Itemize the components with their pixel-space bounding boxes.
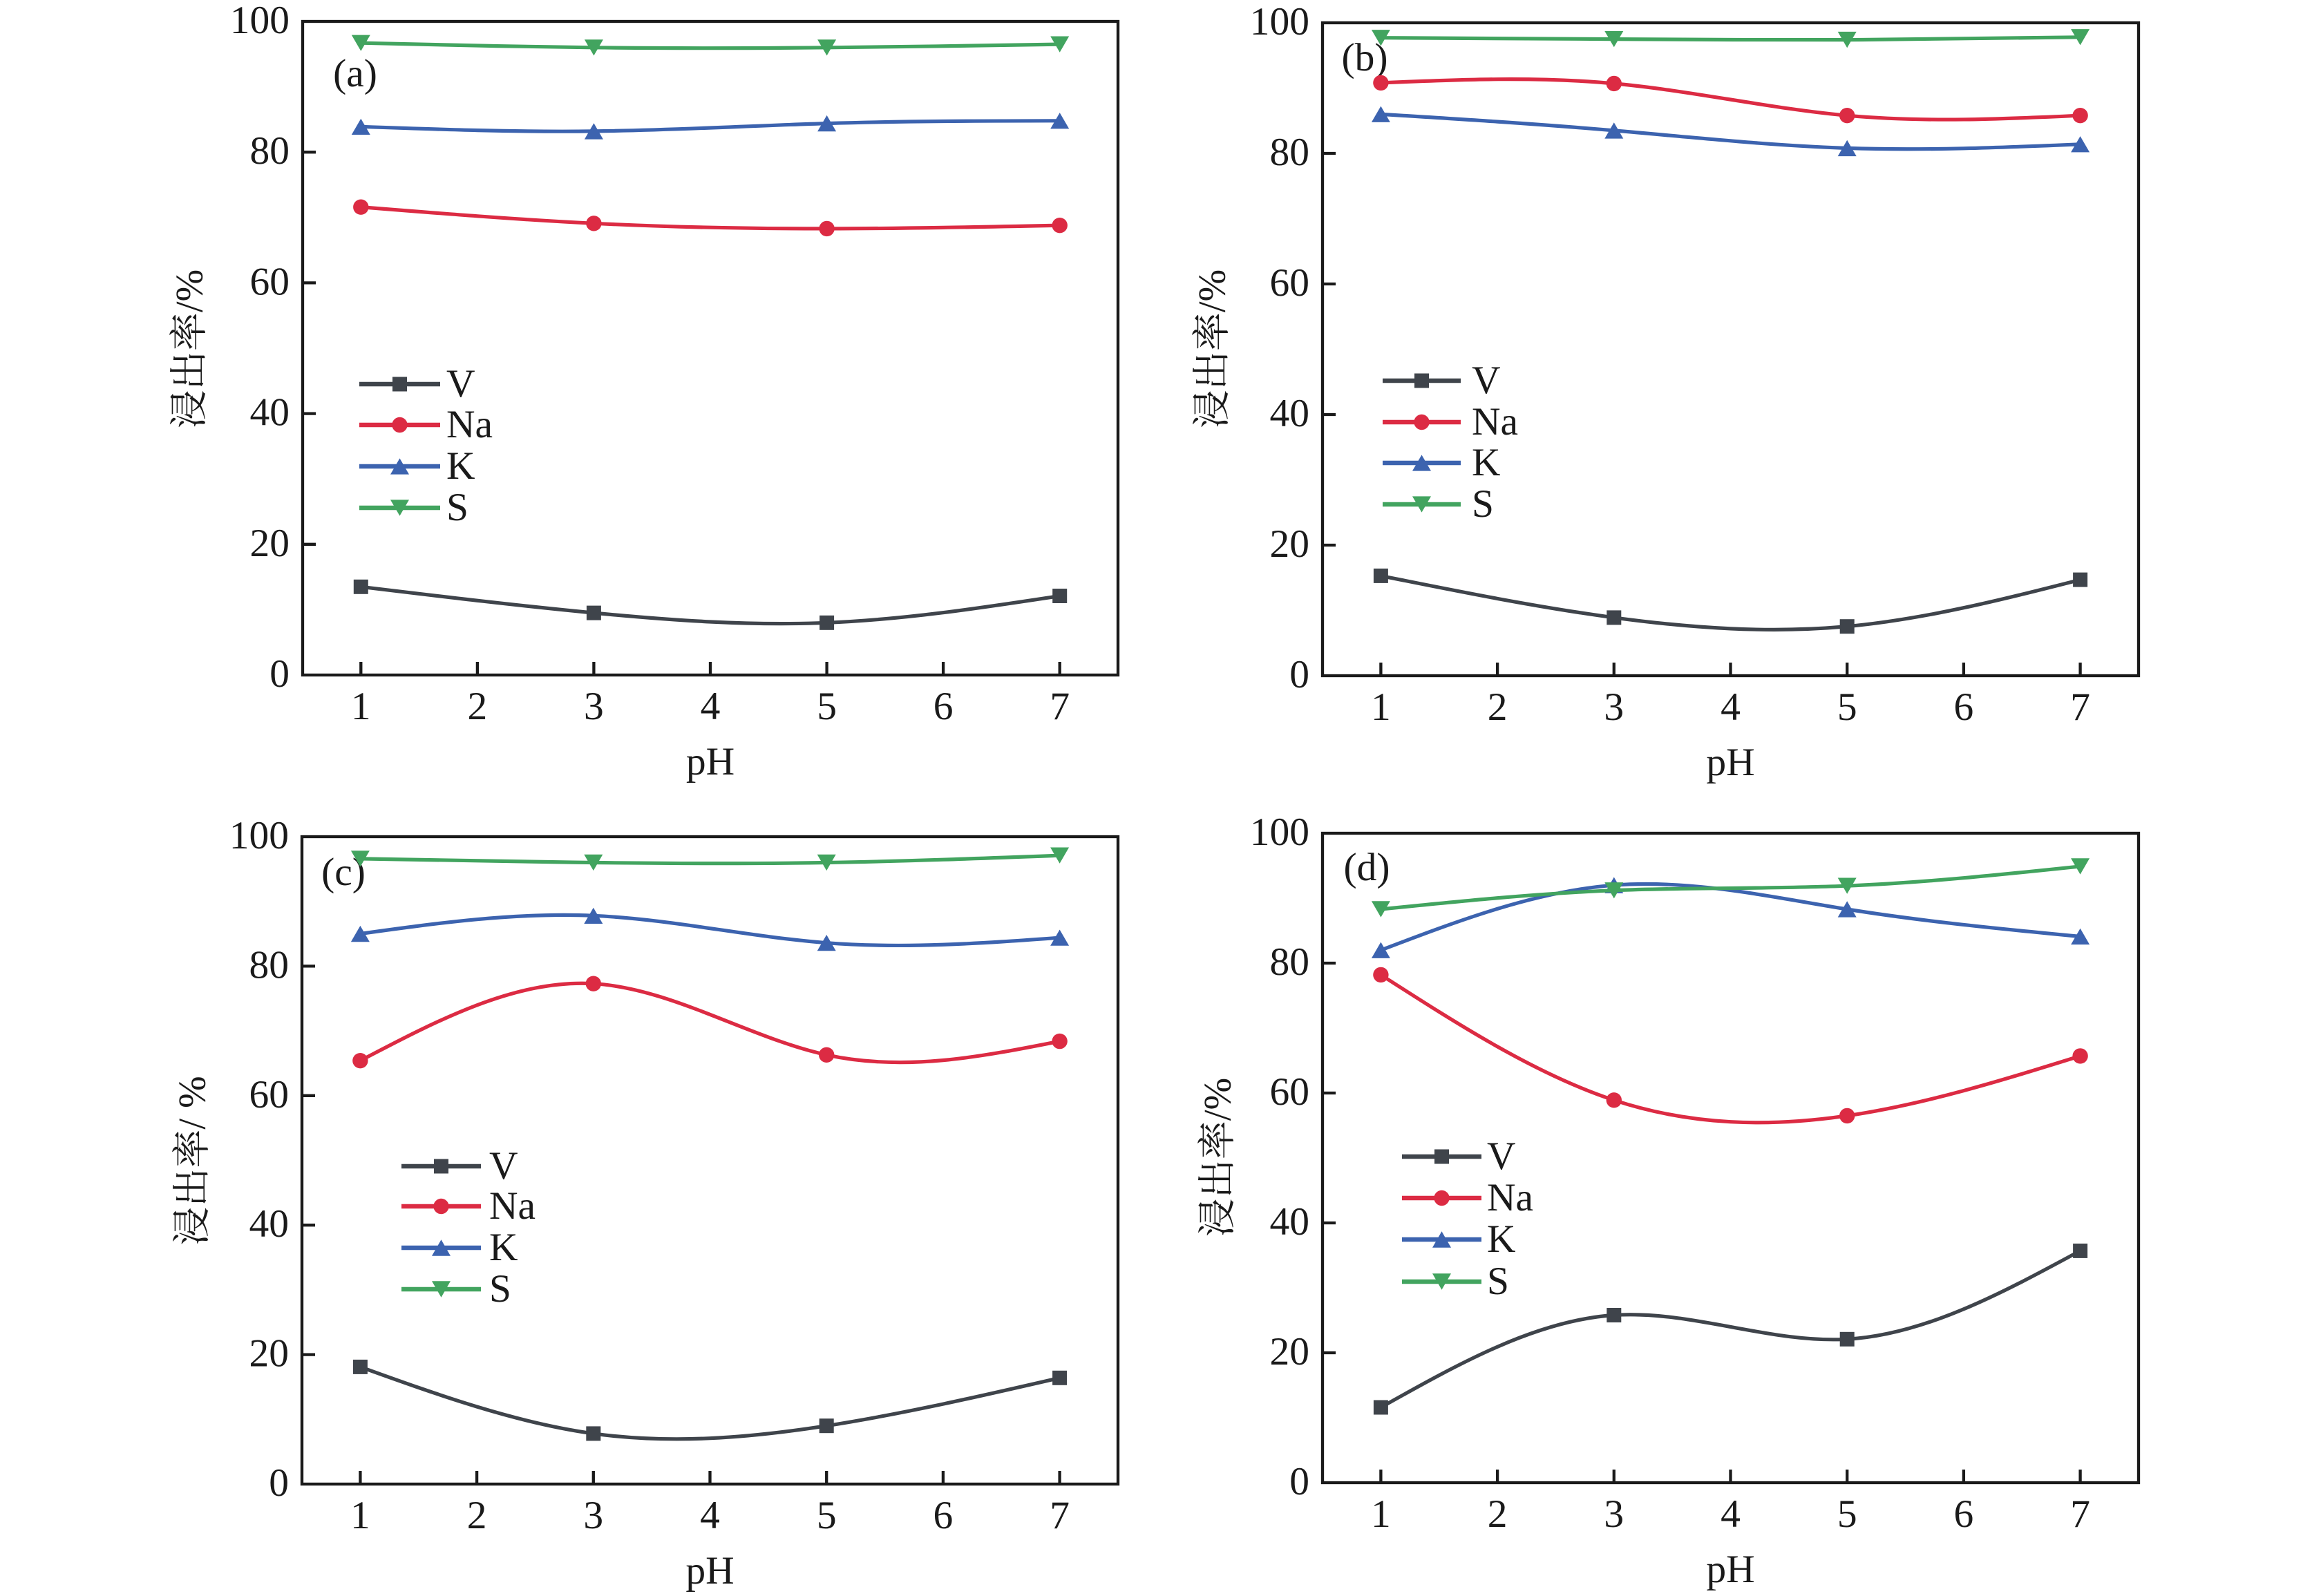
svg-text:80: 80 [1270, 131, 1310, 174]
svg-text:V: V [1487, 1134, 1516, 1178]
svg-text:80: 80 [250, 129, 290, 173]
svg-text:V: V [489, 1144, 518, 1188]
svg-text:80: 80 [1270, 940, 1310, 984]
svg-text:80: 80 [249, 943, 290, 987]
svg-text:S: S [1487, 1260, 1509, 1303]
svg-text:3: 3 [583, 1494, 603, 1537]
svg-text:40: 40 [249, 1202, 290, 1246]
svg-text:40: 40 [250, 391, 290, 435]
svg-text:0: 0 [1289, 653, 1309, 696]
svg-text:2: 2 [467, 1494, 487, 1537]
svg-text:7: 7 [2070, 1492, 2090, 1536]
svg-text:1: 1 [350, 1494, 370, 1537]
svg-text:pH: pH [1706, 741, 1754, 784]
svg-text:K: K [446, 444, 475, 488]
svg-text:0: 0 [1289, 1460, 1309, 1503]
svg-text:4: 4 [701, 685, 721, 728]
svg-text:60: 60 [1270, 1070, 1310, 1114]
svg-text:0: 0 [269, 1461, 289, 1505]
svg-text:K: K [1472, 441, 1501, 484]
svg-text:(d): (d) [1343, 846, 1390, 889]
svg-text:6: 6 [934, 685, 954, 728]
svg-text:6: 6 [934, 1494, 954, 1537]
svg-text:S: S [489, 1267, 511, 1311]
svg-text:4: 4 [1721, 685, 1741, 729]
svg-text:S: S [446, 486, 468, 529]
svg-text:3: 3 [584, 685, 604, 728]
svg-text:60: 60 [1270, 261, 1310, 305]
svg-text:K: K [1487, 1217, 1516, 1261]
svg-text:S: S [1472, 482, 1494, 526]
svg-text:5: 5 [1837, 1492, 1857, 1536]
svg-text:100: 100 [230, 0, 290, 42]
svg-text:(a): (a) [333, 52, 377, 95]
svg-text:Na: Na [489, 1184, 536, 1228]
svg-text:1: 1 [351, 685, 371, 728]
svg-text:7: 7 [1050, 1494, 1070, 1537]
svg-text:V: V [1472, 359, 1501, 402]
svg-text:40: 40 [1270, 392, 1310, 435]
svg-text:3: 3 [1604, 685, 1624, 729]
svg-text:pH: pH [686, 740, 735, 783]
svg-text:4: 4 [1721, 1492, 1741, 1536]
svg-text:6: 6 [1954, 1492, 1974, 1536]
svg-text:60: 60 [250, 260, 290, 303]
svg-text:4: 4 [700, 1494, 720, 1537]
svg-text:Na: Na [1472, 400, 1518, 444]
svg-text:Na: Na [1487, 1176, 1533, 1219]
svg-text:20: 20 [1270, 522, 1310, 566]
svg-text:60: 60 [249, 1073, 290, 1117]
svg-text:20: 20 [249, 1332, 290, 1376]
svg-text:20: 20 [1270, 1330, 1310, 1374]
svg-text:100: 100 [1250, 810, 1309, 854]
svg-text:5: 5 [817, 685, 837, 728]
svg-text:pH: pH [685, 1549, 734, 1593]
svg-text:1: 1 [1371, 1492, 1391, 1536]
svg-text:5: 5 [1837, 685, 1857, 729]
svg-text:2: 2 [1488, 685, 1508, 729]
svg-text:100: 100 [229, 814, 289, 857]
svg-text:7: 7 [2070, 685, 2090, 729]
svg-text:40: 40 [1270, 1200, 1310, 1244]
svg-text:K: K [489, 1226, 518, 1269]
svg-text:0: 0 [269, 652, 290, 696]
svg-text:3: 3 [1604, 1492, 1624, 1536]
svg-text:2: 2 [1488, 1492, 1508, 1536]
svg-text:20: 20 [250, 522, 290, 565]
svg-text:100: 100 [1250, 0, 1309, 44]
svg-text:2: 2 [468, 685, 488, 728]
svg-text:pH: pH [1706, 1548, 1754, 1591]
svg-text:6: 6 [1954, 685, 1974, 729]
svg-text:7: 7 [1050, 685, 1070, 728]
svg-text:1: 1 [1371, 685, 1391, 729]
svg-text:V: V [446, 362, 475, 406]
svg-text:5: 5 [817, 1494, 837, 1537]
svg-text:Na: Na [446, 403, 493, 446]
